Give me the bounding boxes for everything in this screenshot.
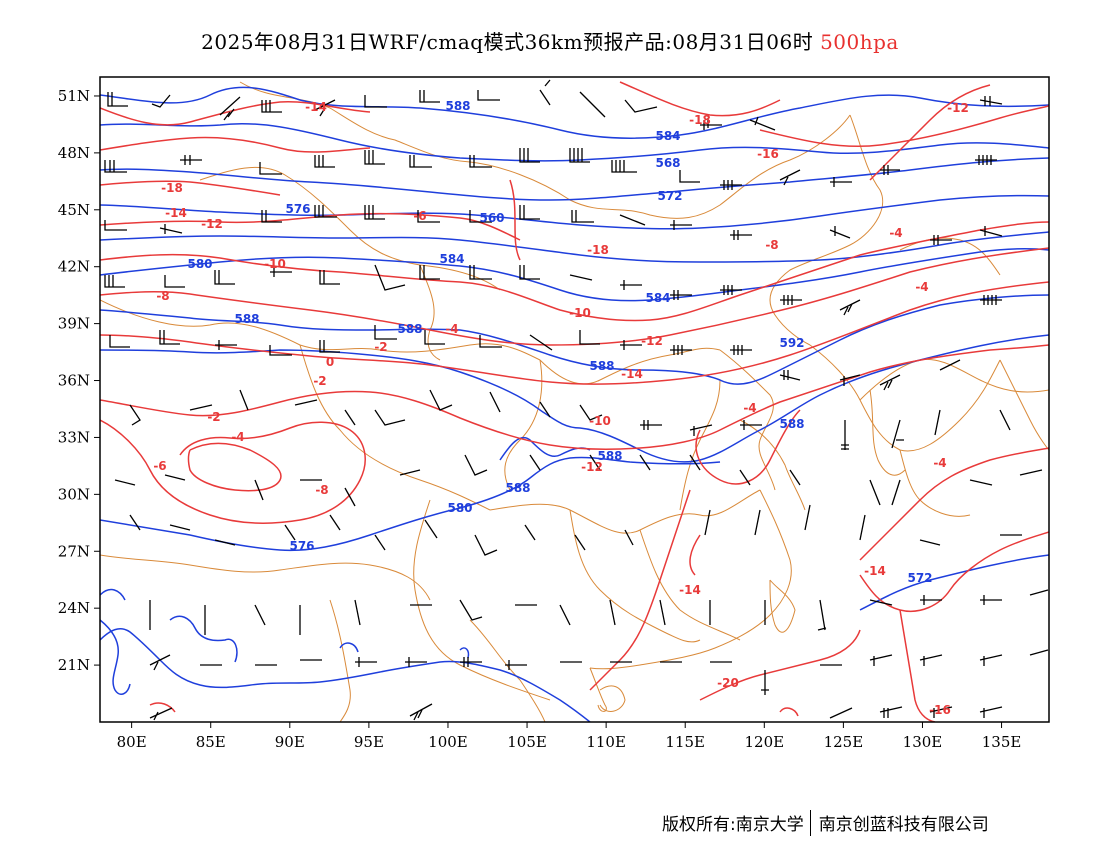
temperature-contour-label: -12 xyxy=(641,334,663,348)
height-contour-label: 584 xyxy=(645,291,670,305)
lon-tick-label: 120E xyxy=(745,733,785,751)
temperature-contour-label: -4 xyxy=(743,401,756,415)
temperature-contour-label: -12 xyxy=(581,460,603,474)
height-contour-label: 588 xyxy=(234,312,259,326)
temperature-contour-labels: -14-18-16-12-18-14-12-10-8-6-4-20-2-2-4-… xyxy=(153,100,969,717)
lon-tick-label: 135E xyxy=(982,733,1022,751)
temperature-contour-label: -18 xyxy=(689,113,711,127)
height-contour-label: 588 xyxy=(779,417,804,431)
copyright-right: 南京创蓝科技有限公司 xyxy=(818,815,989,835)
latitude-axis: 51N 48N 45N 42N 39N 36N 33N 30N 27N 24N 21N xyxy=(58,87,100,674)
copyright-separator xyxy=(809,810,811,836)
longitude-axis: 80E 85E 90E 95E 100E 105E 110E 115E 120E 125E 130E… xyxy=(117,722,1022,751)
lon-tick-label: 85E xyxy=(196,733,226,751)
temperature-contour-label: -6 xyxy=(413,209,426,223)
temperature-contour-label: -2 xyxy=(207,410,220,424)
height-contour-label: 572 xyxy=(907,571,932,585)
temperature-contour-label: -10 xyxy=(589,414,611,428)
copyright-left: 版权所有:南京大学 xyxy=(662,815,804,835)
copyright-notice: 版权所有:南京大学 南京创蓝科技有限公司 xyxy=(662,810,989,838)
lat-tick-label: 48N xyxy=(58,144,90,162)
temperature-contour-label: -10 xyxy=(264,257,286,271)
lon-tick-label: 105E xyxy=(507,733,547,751)
lat-tick-label: 33N xyxy=(58,428,90,446)
temperature-contour-label: -4 xyxy=(889,226,902,240)
temperature-contour-label: -18 xyxy=(587,243,609,257)
height-contour-label: 588 xyxy=(445,99,470,113)
temperature-contour-label: -16 xyxy=(929,703,951,717)
height-contour-label: 588 xyxy=(505,481,530,495)
height-contour-label: 584 xyxy=(439,252,464,266)
temperature-contours xyxy=(100,81,1049,722)
title-text: 2025年08月31日WRF/cmaq模式36km预报产品:08月31日06时 xyxy=(201,30,814,54)
temperature-contour-label: -14 xyxy=(864,564,886,578)
temperature-contour-label: -14 xyxy=(165,206,187,220)
height-contour-label: 568 xyxy=(655,156,680,170)
lat-tick-label: 27N xyxy=(58,542,90,560)
temperature-contour-label: -8 xyxy=(315,483,328,497)
temperature-contour-label: -14 xyxy=(679,583,701,597)
temperature-contour-label: -12 xyxy=(947,101,969,115)
height-contour-label: 572 xyxy=(657,189,682,203)
height-contour-label: 580 xyxy=(187,257,212,271)
temperature-contour-label: -14 xyxy=(305,100,327,114)
lat-tick-label: 51N xyxy=(58,87,90,105)
temperature-contour-label: -16 xyxy=(757,147,779,161)
lat-tick-label: 45N xyxy=(58,201,90,219)
lon-tick-label: 95E xyxy=(354,733,384,751)
lon-tick-label: 115E xyxy=(665,733,705,751)
temperature-contour-label: -4 xyxy=(445,322,458,336)
lat-tick-label: 30N xyxy=(58,485,90,503)
height-contours xyxy=(100,86,1049,722)
height-contour-label: 560 xyxy=(479,211,504,225)
lat-tick-label: 24N xyxy=(58,599,90,617)
lat-tick-label: 21N xyxy=(58,656,90,674)
lat-tick-label: 42N xyxy=(58,258,90,276)
wind-barbs xyxy=(104,79,1049,721)
page-title: 2025年08月31日WRF/cmaq模式36km预报产品:08月31日06时 … xyxy=(0,26,1100,55)
height-contour-label: 588 xyxy=(397,322,422,336)
temperature-contour-label: -4 xyxy=(933,456,946,470)
boundary-lines xyxy=(100,81,1049,722)
lat-tick-label: 39N xyxy=(58,315,90,333)
lon-tick-label: 100E xyxy=(428,733,468,751)
height-contour-label: 576 xyxy=(289,539,314,553)
height-contour-label: 580 xyxy=(447,501,472,515)
height-contour-labels: 588 584 568 572 576 560 580 584 584 588 588 588 592 5… xyxy=(187,99,932,585)
temperature-contour-label: -14 xyxy=(621,367,643,381)
height-contour-label: 584 xyxy=(655,129,680,143)
temperature-contour-label: -6 xyxy=(153,459,166,473)
height-contour-label: 576 xyxy=(285,202,310,216)
temperature-contour-label: 0 xyxy=(326,355,334,369)
temperature-contour-label: -4 xyxy=(915,280,928,294)
temperature-contour-label: -4 xyxy=(231,430,244,444)
plot-frame xyxy=(99,76,1050,723)
lat-tick-label: 36N xyxy=(58,372,90,390)
temperature-contour-label: -20 xyxy=(717,676,739,690)
height-contour-label: 592 xyxy=(779,336,804,350)
lon-tick-label: 90E xyxy=(275,733,305,751)
temperature-contour-label: -8 xyxy=(156,289,169,303)
temperature-contour-label: -10 xyxy=(569,306,591,320)
lon-tick-label: 125E xyxy=(824,733,864,751)
temperature-contour-label: -2 xyxy=(374,340,387,354)
lon-tick-label: 110E xyxy=(586,733,626,751)
temperature-contour-label: -12 xyxy=(201,217,223,231)
height-contour-label: 588 xyxy=(597,449,622,463)
pressure-level-label: 500hpa xyxy=(820,30,899,54)
temperature-contour-label: -18 xyxy=(161,181,183,195)
lon-tick-label: 130E xyxy=(903,733,943,751)
height-contour-label: 588 xyxy=(589,359,614,373)
lon-tick-label: 80E xyxy=(117,733,147,751)
temperature-contour-label: -8 xyxy=(765,238,778,252)
temperature-contour-label: -2 xyxy=(313,374,326,388)
